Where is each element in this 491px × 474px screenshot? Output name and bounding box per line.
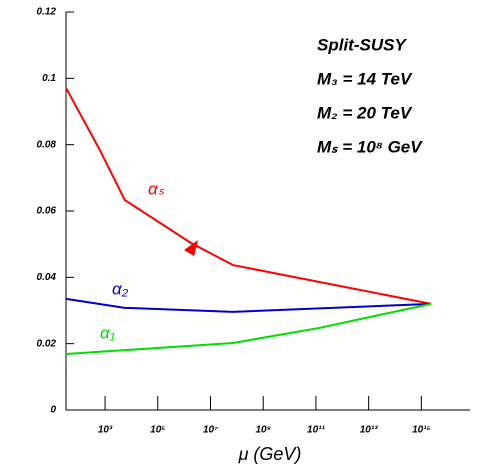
series-label: αₛ xyxy=(148,179,165,198)
x-tick-label: 10⁵ xyxy=(150,425,165,436)
y-tick-label: 0.12 xyxy=(37,7,57,18)
annotation: Mₛ = 10⁸ GeV xyxy=(317,137,423,156)
y-tick-label: 0.08 xyxy=(37,139,57,150)
annotation: Split-SUSY xyxy=(317,35,407,54)
series-label: α₂ xyxy=(112,279,129,298)
y-tick-label: 0.1 xyxy=(42,73,56,84)
y-tick-label: 0.02 xyxy=(37,338,57,349)
y-tick-label: 0.04 xyxy=(37,272,57,283)
y-tick-label: 0 xyxy=(50,405,56,416)
x-axis-label: μ (GeV) xyxy=(238,444,302,464)
series-label: α₁ xyxy=(100,323,115,342)
x-tick-label: 10¹⁵ xyxy=(412,425,431,436)
line xyxy=(65,297,432,313)
x-tick-label: 10¹¹ xyxy=(307,425,325,436)
line xyxy=(65,302,432,355)
x-tick-label: 10⁷ xyxy=(203,425,218,436)
line xyxy=(65,87,432,305)
x-tick-label: 10¹³ xyxy=(360,425,378,436)
y-tick-label: 0.06 xyxy=(37,206,57,217)
annotation: M₃ = 14 TeV xyxy=(317,69,413,88)
x-tick-label: 10³ xyxy=(98,425,113,436)
annotation: M₂ = 20 TeV xyxy=(317,103,413,122)
x-tick-label: 10⁹ xyxy=(256,425,271,436)
